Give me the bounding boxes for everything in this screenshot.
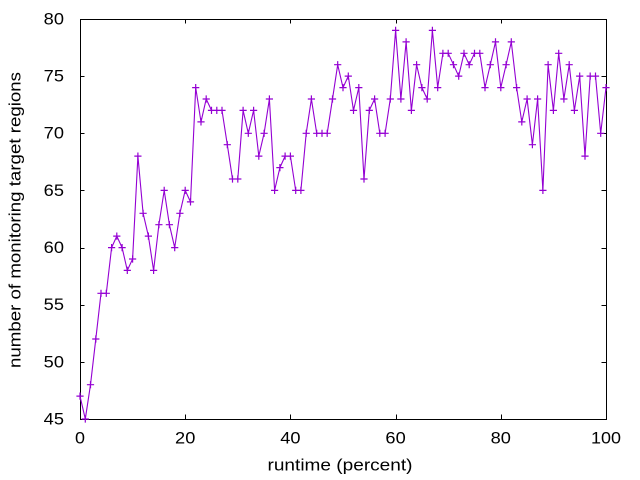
svg-text:70: 70 [44, 124, 64, 143]
svg-text:runtime (percent): runtime (percent) [268, 456, 413, 475]
svg-text:50: 50 [44, 352, 64, 371]
svg-text:65: 65 [44, 181, 64, 200]
svg-text:60: 60 [385, 429, 405, 448]
svg-text:number of monitoring target re: number of monitoring target regions [6, 72, 25, 368]
svg-text:80: 80 [44, 9, 64, 28]
svg-text:75: 75 [44, 67, 64, 86]
svg-text:60: 60 [44, 238, 64, 257]
svg-text:100: 100 [591, 429, 621, 448]
svg-text:80: 80 [491, 429, 511, 448]
svg-text:55: 55 [44, 295, 64, 314]
svg-text:45: 45 [44, 409, 64, 428]
svg-text:40: 40 [280, 429, 300, 448]
svg-text:20: 20 [175, 429, 195, 448]
svg-text:0: 0 [75, 429, 85, 448]
